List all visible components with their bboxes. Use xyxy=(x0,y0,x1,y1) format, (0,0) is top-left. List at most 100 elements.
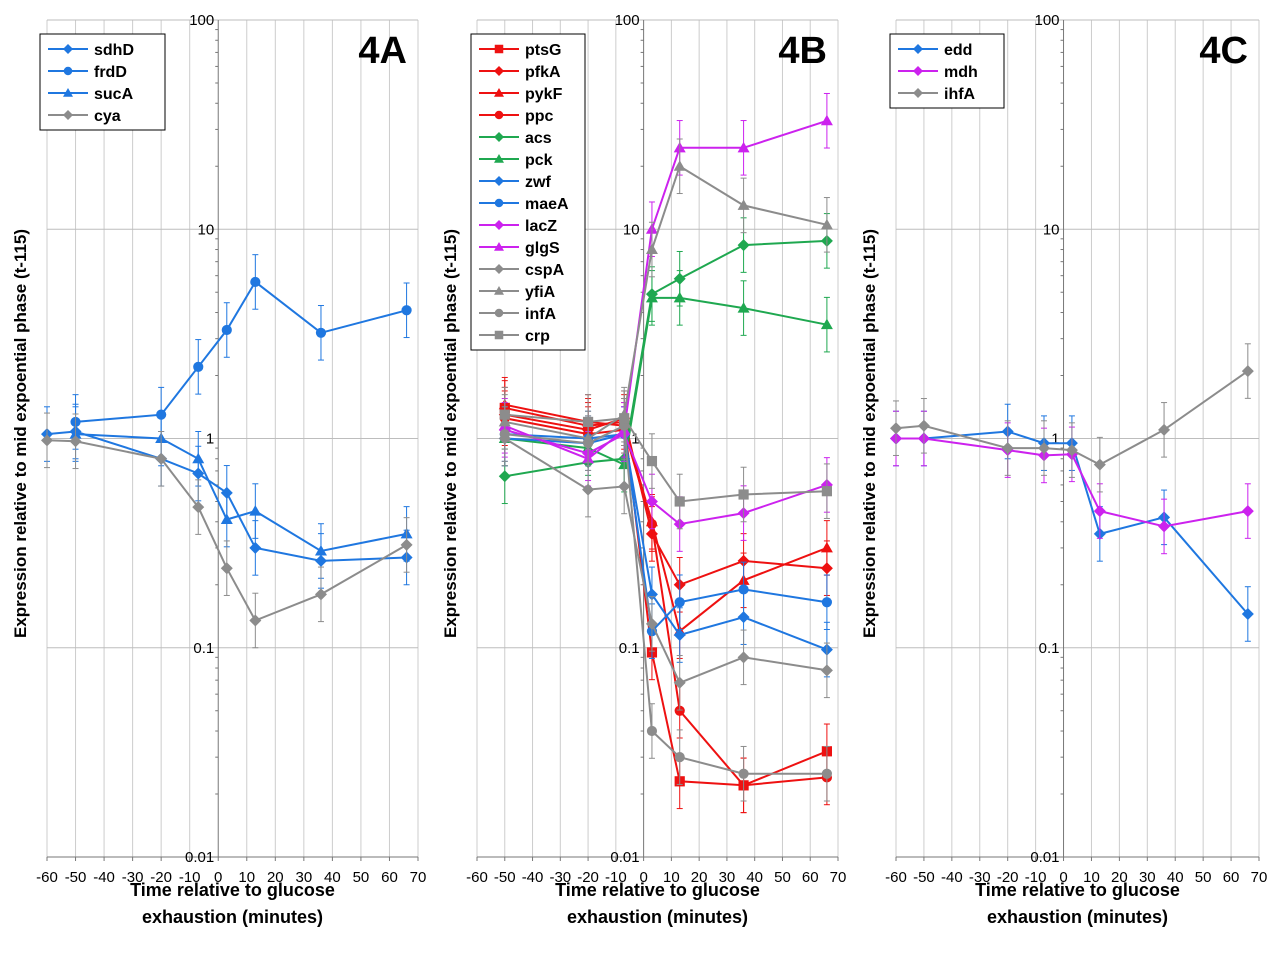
legend-label: maeA xyxy=(525,196,569,213)
x-tick-label: -60 xyxy=(36,869,58,886)
x-axis-title: exhaustion (minutes) xyxy=(142,907,323,927)
series-line-cya xyxy=(46,439,408,622)
legend-label: acs xyxy=(525,130,552,147)
data-point-frdD xyxy=(193,361,204,372)
x-tick-label: 70 xyxy=(410,869,427,886)
x-tick-label: -10 xyxy=(179,869,201,886)
data-point-cya xyxy=(41,434,53,447)
legend-marker xyxy=(63,110,73,120)
chart-panel: 0.01 0.1 1 10 100 -60 -50 -40 -30 -20 -10 0 10 20 30 40… xyxy=(860,12,1267,927)
x-tick-label: 10 xyxy=(238,869,255,886)
x-axis-title: Time relative to glucose xyxy=(555,880,760,900)
x-tick-label: -50 xyxy=(494,869,516,886)
legend: edd mdh ihfA xyxy=(889,33,1005,109)
data-point-mdh xyxy=(1158,520,1171,533)
x-tick-label: -40 xyxy=(941,869,963,886)
x-tick-label: 30 xyxy=(1139,869,1156,886)
y-tick-label: 0.01 xyxy=(185,849,214,866)
chart-panel: 0.01 0.1 1 10 100 -60 -50 -40 -30 -20 -10 0 10 20 30 40… xyxy=(441,12,846,927)
legend: ptsG pfkA pykF ppc acs pck zwf maeA lacZ glgS cspA… xyxy=(470,33,586,351)
data-point-ihfA xyxy=(1093,458,1106,471)
legend-label: cspA xyxy=(525,262,565,279)
data-point-infA xyxy=(674,752,685,763)
legend-marker xyxy=(494,242,504,251)
data-point-frdD xyxy=(401,305,412,316)
data-point-cspA xyxy=(820,664,833,677)
x-tick-label: -20 xyxy=(577,869,599,886)
legend-marker xyxy=(494,198,504,208)
legend-label: pykF xyxy=(525,86,563,103)
data-point-crp xyxy=(582,416,594,428)
data-point-maeA xyxy=(738,584,749,595)
y-tick-label: 100 xyxy=(1035,12,1060,29)
x-tick-label: 50 xyxy=(353,869,370,886)
data-point-crp xyxy=(738,489,749,500)
legend-marker xyxy=(494,44,504,54)
x-tick-label: 50 xyxy=(1195,869,1212,886)
x-tick-label: -10 xyxy=(1025,869,1047,886)
data-point-yfiA xyxy=(673,160,686,171)
x-tick-label: -30 xyxy=(549,869,571,886)
legend-marker xyxy=(494,286,504,295)
data-point-pck xyxy=(820,318,833,330)
legend-marker xyxy=(913,44,923,54)
y-tick-label: 100 xyxy=(615,12,640,29)
data-point-acs xyxy=(737,239,750,252)
data-point-cya xyxy=(155,452,168,465)
panel-label: 4A xyxy=(358,30,407,72)
data-point-yfiA xyxy=(645,243,658,255)
data-point-cspA xyxy=(582,483,595,496)
x-tick-label: -50 xyxy=(913,869,935,886)
x-tick-label: 20 xyxy=(691,869,708,886)
data-point-yfiA xyxy=(820,218,833,230)
data-point-ihfA xyxy=(890,422,902,435)
legend-label: pfkA xyxy=(525,64,561,81)
y-axis-title: Expression relative to mid expoential ph… xyxy=(860,229,879,638)
x-tick-label: 20 xyxy=(1111,869,1128,886)
x-tick-label: -30 xyxy=(122,869,144,886)
data-point-cya xyxy=(69,435,82,448)
data-point-edd xyxy=(1241,607,1254,620)
legend-marker xyxy=(494,330,504,340)
data-point-crp xyxy=(674,496,685,507)
data-point-mdh xyxy=(1093,505,1106,518)
x-tick-label: -50 xyxy=(65,869,87,886)
series-line-frdD xyxy=(75,280,407,423)
x-tick-label: -20 xyxy=(997,869,1019,886)
series-line-ptsG xyxy=(504,406,828,787)
series-line-edd xyxy=(896,430,1249,615)
data-point-crp xyxy=(646,455,658,467)
y-tick-label: 1 xyxy=(206,431,214,448)
data-point-pck xyxy=(673,291,686,303)
data-point-maeA xyxy=(821,597,832,608)
legend-label: glgS xyxy=(525,240,560,257)
legend-marker xyxy=(63,66,73,76)
legend-label: sucA xyxy=(94,86,134,103)
legend-label: edd xyxy=(944,42,972,59)
x-tick-label: 10 xyxy=(1083,869,1100,886)
x-axis-title: Time relative to glucose xyxy=(130,880,335,900)
series-frdD xyxy=(70,254,412,450)
legend-marker xyxy=(494,110,504,120)
x-axis-title: Time relative to glucose xyxy=(975,880,1180,900)
x-tick-label: 50 xyxy=(774,869,791,886)
data-point-crp xyxy=(619,413,630,424)
series-line-mdh xyxy=(896,437,1248,528)
data-point-ihfA xyxy=(1158,423,1171,436)
x-tick-label: 0 xyxy=(639,869,647,886)
data-point-infA xyxy=(646,725,658,737)
legend-label: lacZ xyxy=(525,218,557,235)
x-tick-label: 60 xyxy=(381,869,398,886)
data-point-infA xyxy=(821,768,832,779)
data-point-sucA xyxy=(249,505,262,516)
data-point-glgS xyxy=(820,114,833,126)
y-tick-label: 0.01 xyxy=(1030,849,1059,866)
data-point-cspA xyxy=(645,617,658,630)
legend-label: mdh xyxy=(944,64,978,81)
data-point-sucA xyxy=(314,544,327,556)
x-tick-label: -30 xyxy=(969,869,991,886)
x-tick-label: 30 xyxy=(719,869,736,886)
data-point-cspA xyxy=(737,651,750,664)
panel-label: 4C xyxy=(1199,30,1248,72)
legend-label: ptsG xyxy=(525,42,561,59)
